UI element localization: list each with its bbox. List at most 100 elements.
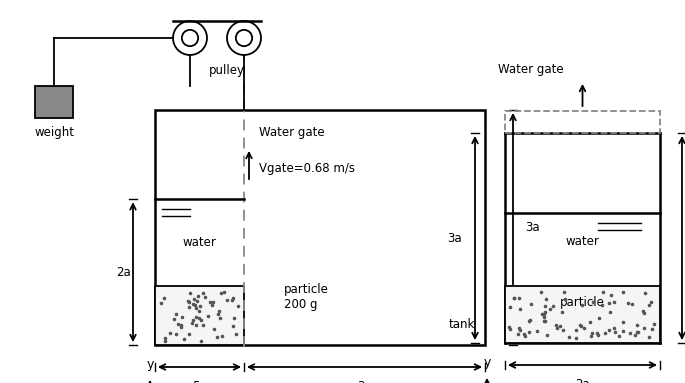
Point	[188, 301, 199, 307]
Point	[578, 325, 589, 331]
Text: 3a: 3a	[357, 380, 372, 383]
Point	[214, 315, 225, 321]
Point	[613, 333, 624, 339]
Point	[627, 301, 638, 307]
Point	[187, 317, 198, 323]
Point	[526, 301, 537, 308]
Point	[608, 325, 619, 331]
Point	[155, 300, 166, 306]
Point	[197, 290, 208, 296]
Point	[214, 308, 225, 314]
Point	[586, 332, 597, 339]
Point	[227, 323, 238, 329]
Point	[532, 328, 543, 334]
Point	[557, 327, 568, 333]
Point	[547, 303, 558, 309]
Point	[632, 329, 643, 335]
Point	[514, 327, 525, 333]
Bar	[35, 86, 73, 118]
Point	[644, 334, 655, 340]
Point	[540, 309, 551, 315]
Point	[193, 314, 204, 321]
Text: Water gate: Water gate	[259, 126, 325, 139]
Point	[638, 324, 649, 331]
Text: tank: tank	[449, 319, 475, 332]
Bar	[155, 286, 244, 345]
Point	[638, 309, 649, 316]
Point	[221, 297, 232, 303]
Point	[525, 317, 536, 323]
Point	[598, 289, 609, 295]
Point	[593, 315, 604, 321]
Point	[643, 302, 654, 308]
Point	[555, 323, 566, 329]
Point	[536, 289, 547, 295]
Point	[212, 311, 223, 318]
Point	[593, 332, 603, 338]
Point	[191, 298, 202, 304]
Text: a=5 cm: a=5 cm	[177, 380, 223, 383]
Point	[227, 295, 238, 301]
Point	[184, 298, 195, 304]
Bar	[505, 286, 660, 343]
Point	[208, 299, 219, 305]
Point	[600, 330, 611, 336]
Point	[171, 331, 182, 337]
Point	[192, 293, 203, 299]
Point	[177, 314, 188, 320]
Point	[184, 290, 195, 296]
Point	[603, 300, 614, 306]
Point	[563, 334, 574, 340]
Point	[170, 311, 181, 318]
Text: 2a: 2a	[575, 378, 590, 383]
Text: Water gate: Water gate	[498, 63, 564, 76]
Point	[187, 320, 198, 326]
Point	[512, 331, 523, 337]
Point	[505, 326, 516, 332]
Point	[160, 335, 171, 341]
Point	[618, 289, 629, 295]
Point	[159, 295, 170, 301]
Point	[233, 303, 244, 309]
Text: y: y	[147, 358, 153, 371]
Point	[617, 319, 628, 326]
Point	[172, 321, 183, 327]
Point	[587, 299, 598, 305]
Point	[205, 300, 216, 306]
Point	[556, 309, 567, 316]
Point	[194, 308, 205, 314]
Point	[168, 316, 179, 322]
Point	[630, 332, 640, 338]
Point	[574, 322, 585, 329]
Point	[610, 329, 621, 335]
Point	[216, 290, 227, 296]
Point	[189, 302, 200, 308]
Point	[219, 289, 229, 295]
Point	[190, 304, 201, 311]
Point	[190, 314, 201, 320]
Point	[200, 293, 211, 300]
Point	[216, 333, 227, 339]
Text: weight: weight	[34, 126, 74, 139]
Text: 3a: 3a	[525, 221, 540, 234]
Point	[540, 303, 551, 309]
Point	[638, 308, 649, 314]
Point	[508, 295, 519, 301]
Point	[551, 322, 562, 329]
Point	[538, 318, 549, 324]
Point	[190, 322, 201, 328]
Point	[577, 302, 588, 308]
Point	[632, 322, 643, 328]
Point	[617, 327, 628, 334]
Point	[538, 311, 549, 318]
Point	[538, 314, 549, 320]
Point	[164, 329, 175, 336]
Point	[545, 306, 556, 312]
Text: 3a: 3a	[447, 231, 462, 244]
Point	[202, 313, 213, 319]
Point	[645, 299, 656, 305]
Point	[194, 303, 205, 309]
Text: water: water	[566, 235, 599, 248]
Point	[596, 303, 607, 309]
Point	[179, 336, 190, 342]
